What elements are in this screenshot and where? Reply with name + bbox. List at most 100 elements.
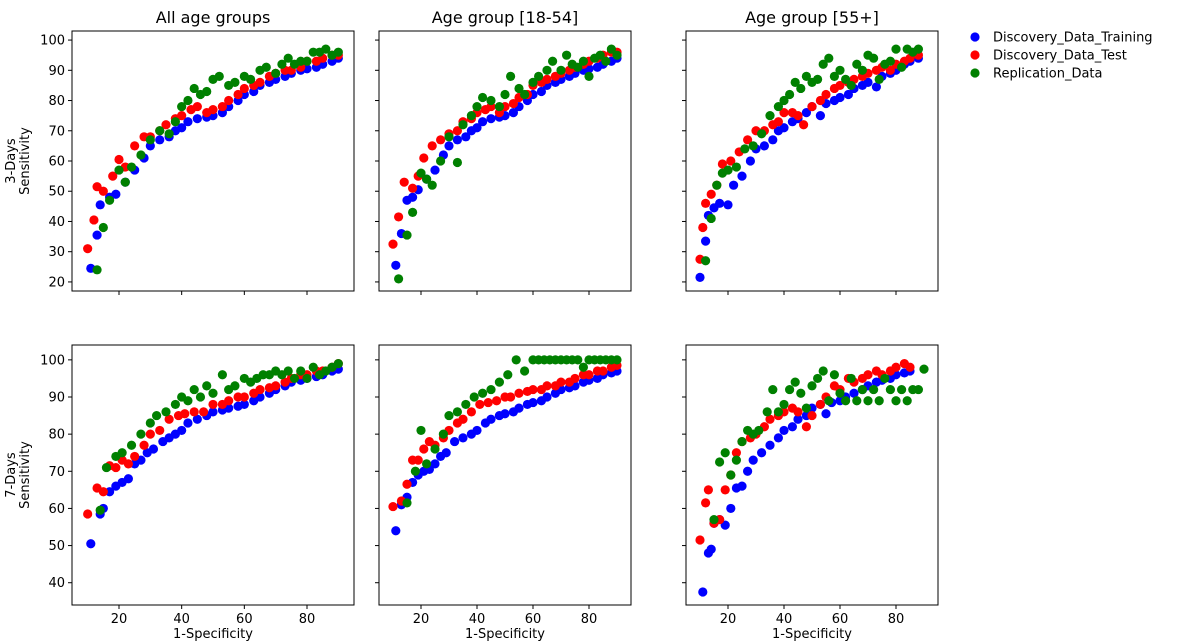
point-discovery-data-training [192,414,202,424]
point-discovery-data-training [748,455,758,465]
y-axis-label-line: Sensitivity [18,441,33,509]
point-discovery-data-training [478,117,488,127]
point-discovery-data-test [807,410,817,421]
point-replication-data [542,65,552,75]
point-replication-data [126,162,137,172]
point-discovery-data-training [542,392,552,402]
legend-label: Discovery_Data_Training [993,31,1153,46]
point-replication-data [105,195,115,205]
scatter-panel-5: 20 40 60 80 1-Specificity [375,344,632,642]
point-replication-data [548,56,558,66]
point-discovery-data-test [255,77,265,87]
point-discovery-data-test [492,396,502,406]
point-discovery-data-test [388,239,398,249]
point-discovery-data-training [723,200,733,210]
point-discovery-data-test [130,141,140,151]
point-replication-data [595,50,605,60]
point-discovery-data-test [199,407,209,417]
point-discovery-data-training [458,433,468,443]
point-replication-data [302,56,312,66]
point-replication-data [208,388,218,398]
point-discovery-data-test [698,222,708,233]
point-discovery-data-test [239,392,249,402]
point-discovery-data-test [458,414,468,424]
point-replication-data [452,157,462,168]
point-replication-data [170,117,180,127]
y-tick-label: 40 [48,576,65,591]
point-replication-data [779,399,789,410]
point-replication-data [520,366,530,376]
panel-title: Age group [18-54] [432,8,579,27]
point-replication-data [846,373,856,384]
point-discovery-data-training [768,135,778,145]
legend-marker [970,68,980,78]
point-discovery-data-test [807,101,817,112]
point-replication-data [578,56,589,66]
y-tick-label: 70 [48,124,65,139]
point-discovery-data-test [155,425,165,436]
scatter-panel-3: Age group [55+] [682,8,939,295]
point-discovery-data-training [177,123,187,133]
point-discovery-data-test [217,101,227,112]
point-discovery-data-test [483,397,493,408]
point-discovery-data-training [95,200,105,210]
point-replication-data [410,466,420,476]
point-replication-data [885,384,896,395]
point-discovery-data-test [208,399,218,410]
legend-marker [970,32,980,42]
point-replication-data [183,396,193,406]
point-discovery-data-test [145,429,155,439]
point-discovery-data-training [486,114,496,124]
point-discovery-data-test [452,126,462,136]
point-replication-data [824,396,834,406]
point-replication-data [726,470,736,480]
point-discovery-data-training [849,388,859,398]
point-replication-data [857,384,868,395]
point-discovery-data-test [475,399,485,410]
point-replication-data [790,377,800,387]
point-replication-data [261,62,271,72]
point-discovery-data-test [224,95,234,106]
point-replication-data [95,505,105,515]
point-discovery-data-test [815,95,826,106]
x-tick-label: 20 [111,612,128,627]
point-replication-data [824,53,834,63]
point-discovery-data-training [779,425,789,436]
point-discovery-data-training [430,165,440,175]
point-discovery-data-test [793,407,803,417]
point-discovery-data-test [701,198,711,208]
point-replication-data [202,381,212,391]
point-replication-data [478,388,488,398]
point-discovery-data-test [413,455,423,465]
point-discovery-data-test [570,373,580,384]
x-axis-label: 1-Specificity [173,627,253,642]
point-replication-data [706,213,716,224]
point-discovery-data-test [233,89,243,100]
point-replication-data [271,68,281,78]
point-replication-data [902,396,912,406]
point-replication-data [98,222,108,233]
y-axis-label-line: 3-Days [4,138,19,184]
point-replication-data [289,373,300,384]
point-replication-data [897,384,907,395]
point-replication-data [869,384,879,395]
point-discovery-data-training [871,82,882,92]
y-axis-label: 3-DaysSensitivity [4,127,33,195]
point-discovery-data-test [695,535,705,545]
point-replication-data [534,71,544,81]
point-discovery-data-training [86,539,96,549]
point-replication-data [514,83,524,94]
scatter-panel-2: Age group [18-54] [375,8,632,295]
point-replication-data [801,403,812,413]
point-replication-data [469,392,479,402]
point-discovery-data-test [701,498,711,508]
point-replication-data [757,129,767,139]
point-replication-data [897,62,907,72]
point-discovery-data-test [123,459,133,469]
plot-frame [378,344,632,606]
point-replication-data [796,388,806,398]
point-discovery-data-test [765,414,775,424]
point-replication-data [145,418,155,428]
point-discovery-data-training [743,466,753,476]
point-replication-data [277,59,287,69]
